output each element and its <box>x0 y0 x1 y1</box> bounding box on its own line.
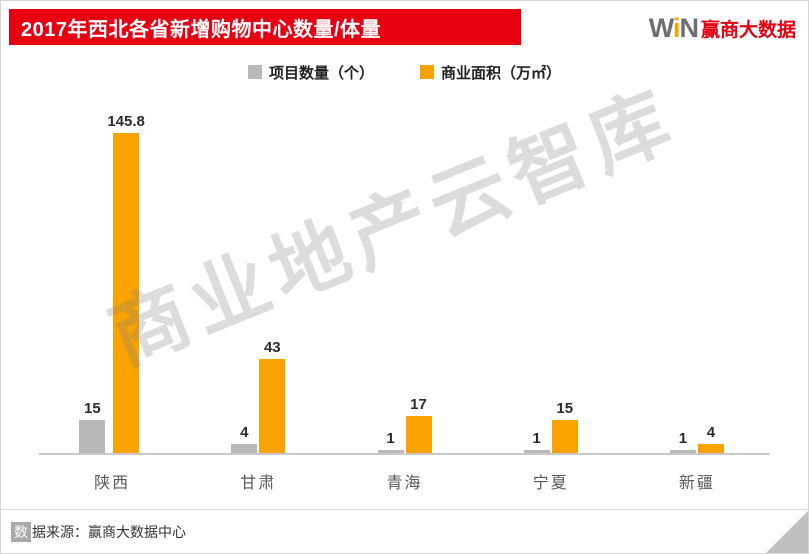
bar <box>377 450 404 453</box>
data-source: 数据来源：赢商大数据中心 <box>11 521 186 542</box>
legend-label: 项目数量（个） <box>268 64 374 82</box>
category-label: 陕西 <box>94 475 131 492</box>
category-label: 新疆 <box>678 475 715 492</box>
legend-swatch-gray-icon <box>247 65 262 79</box>
bar-groups: 15 145.8 4 43 1 17 1 15 1 4 <box>39 93 770 455</box>
bar <box>259 358 286 453</box>
bar-value-label: 17 <box>410 395 427 413</box>
corner-triangle-decoration <box>766 511 808 553</box>
title-banner: 2017年西北各省新增购物中心数量/体量 <box>9 9 521 45</box>
win-logo-icon: WiN <box>648 13 699 43</box>
bar-value-label: 1 <box>386 430 395 447</box>
bar <box>669 450 696 453</box>
legend-item-area: 商业面积（万㎡） <box>420 62 561 83</box>
bar-value-label: 15 <box>83 400 101 418</box>
bar <box>523 450 550 453</box>
bar <box>405 415 432 453</box>
footer: 数据来源：赢商大数据中心 <box>1 509 808 553</box>
bar-value-label: 4 <box>240 424 249 442</box>
bar-value-label: 4 <box>706 424 716 442</box>
category-label: 青海 <box>386 475 423 492</box>
bar-value-label: 43 <box>263 338 281 356</box>
category-labels: 陕西 甘肃 青海 宁夏 新疆 <box>39 455 770 493</box>
bar-chart: 15 145.8 4 43 1 17 1 15 1 4 陕西 甘肃 青海 宁夏 新疆 <box>39 93 770 493</box>
bar <box>697 444 724 453</box>
brand-name: 赢商大数据 <box>700 20 796 41</box>
bar <box>79 420 106 453</box>
bar-group: 4 43 <box>185 339 331 453</box>
brand-logo: WiN 赢商大数据 <box>649 9 800 44</box>
data-source-highlight: 数 <box>11 521 31 542</box>
bar-group: 15 145.8 <box>39 113 185 453</box>
category-label: 宁夏 <box>532 475 569 492</box>
bar <box>113 133 140 453</box>
page-title: 2017年西北各省新增购物中心数量/体量 <box>21 18 382 41</box>
bar-value-label: 15 <box>556 400 574 418</box>
legend-swatch-orange-icon <box>420 65 434 79</box>
bar <box>231 444 258 453</box>
bar-group: 1 17 <box>331 396 477 453</box>
header: 2017年西北各省新增购物中心数量/体量 WiN 赢商大数据 <box>1 1 808 45</box>
bar <box>551 420 578 453</box>
bar-value-label: 1 <box>678 430 688 447</box>
category-label: 甘肃 <box>240 475 277 492</box>
legend-label: 商业面积（万㎡） <box>441 64 562 82</box>
legend-item-count: 项目数量（个） <box>247 62 374 83</box>
chart-legend: 项目数量（个） 商业面积（万㎡） <box>1 61 808 83</box>
bar-value-label: 1 <box>532 430 541 447</box>
bar-value-label: 145.8 <box>107 113 145 130</box>
bar-group: 1 15 <box>478 400 624 453</box>
